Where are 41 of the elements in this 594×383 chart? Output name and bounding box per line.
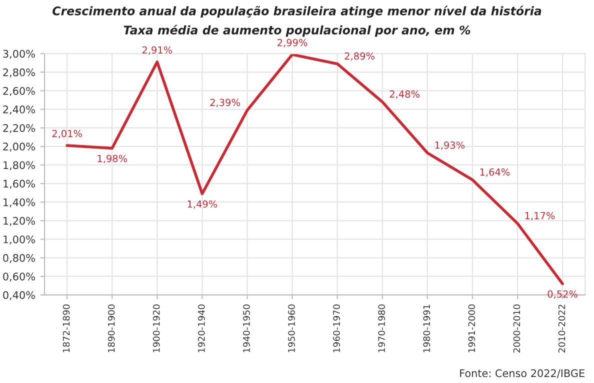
y-tick-label: 1,20% <box>4 216 35 226</box>
chart-title: Crescimento anual da população brasileira atinge menor nível da história <box>52 6 542 18</box>
y-tick-label: 2,20% <box>3 124 35 134</box>
y-tick-label: 2,60% <box>3 86 35 96</box>
y-tick-label: 0,40% <box>3 291 35 300</box>
data-label: 0,52% <box>548 290 578 299</box>
y-tick-label: 2,80% <box>3 68 35 78</box>
x-tick-label: 1872-1890 <box>62 304 70 352</box>
data-label: 1,93% <box>435 141 465 150</box>
y-tick-label: 0,80% <box>3 254 35 263</box>
y-tick-label: 2,00% <box>3 142 35 152</box>
chart-subtitle: Taxa média de aumento populacional por ano, em % <box>124 24 470 37</box>
y-tick-label: 1,00% <box>4 235 35 244</box>
x-tick-label: 1991-2000 <box>468 304 476 352</box>
x-tick-label: 1890-1900 <box>108 304 115 352</box>
x-tick-label: 1960-1970 <box>333 304 340 352</box>
data-label: 2,89% <box>344 52 374 61</box>
x-tick-label: 1940-1950 <box>243 304 250 352</box>
x-tick-label: 2010-2022 <box>558 304 566 352</box>
y-tick-label: 1,60% <box>4 180 35 189</box>
x-tick-label: 1920-1940 <box>198 304 205 352</box>
data-label: 1,17% <box>525 212 555 220</box>
data-label: 1,98% <box>98 154 128 164</box>
x-tick-label: 2000-2010 <box>513 304 520 352</box>
data-label: 2,48% <box>390 90 420 99</box>
data-label: 2,01% <box>52 130 82 138</box>
x-tick-label: 1980-1991 <box>423 304 430 352</box>
x-tick-label: 1900-1920 <box>152 304 160 352</box>
y-tick-label: 1,80% <box>4 161 35 170</box>
data-label: 2,39% <box>210 98 240 108</box>
data-label: 2,99% <box>278 38 308 48</box>
x-tick-label: 1950-1960 <box>288 304 295 352</box>
y-tick-label: 0,60% <box>3 272 35 282</box>
data-label: 1,64% <box>480 168 510 177</box>
y-tick-label: 2,40% <box>3 106 35 114</box>
data-label: 2,91% <box>142 46 172 55</box>
data-label: 1,49% <box>188 200 218 209</box>
y-tick-label: 3,00% <box>3 50 35 59</box>
y-tick-label: 1,40% <box>4 198 35 208</box>
source-note: Fonte: Censo 2022/IBGE <box>460 369 584 378</box>
x-tick-label: 1970-1980 <box>378 304 386 352</box>
